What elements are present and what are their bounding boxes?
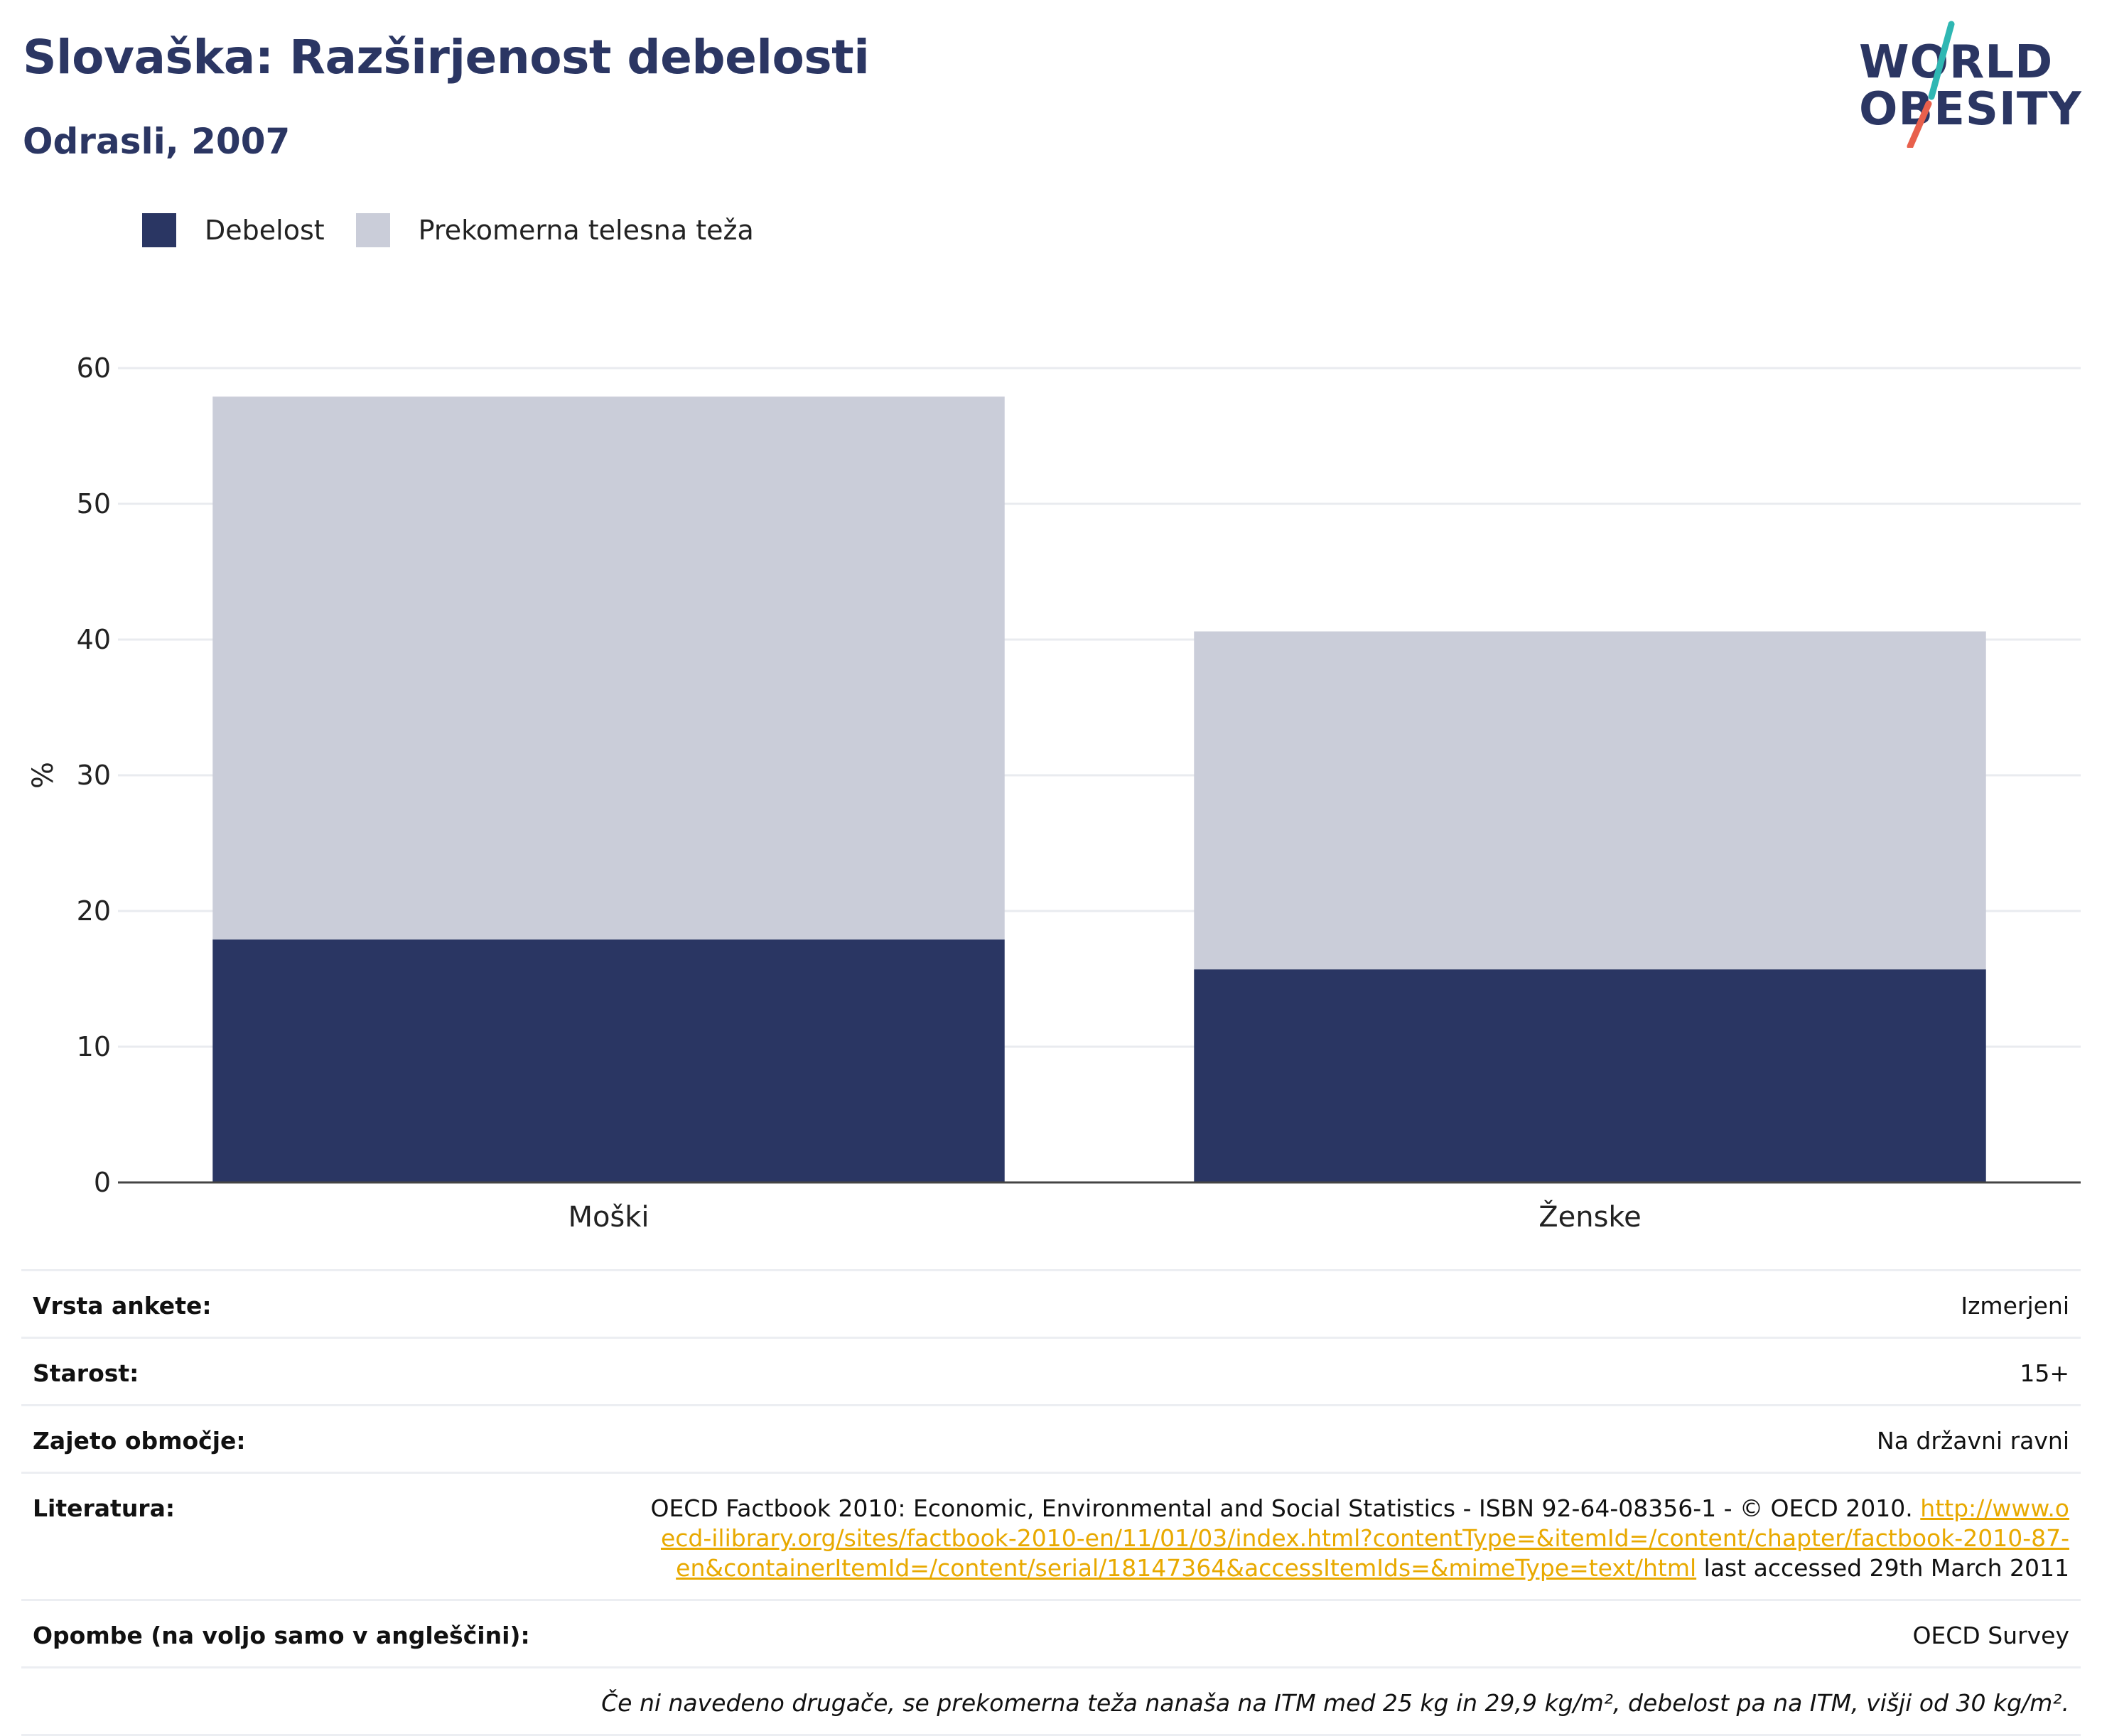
meta-row-notes: Opombe (na voljo samo v angleščini): OEC… [21, 1599, 2081, 1666]
bar-debelost-1 [1194, 969, 1986, 1182]
meta-row-survey-type: Vrsta ankete: Izmerjeni [21, 1269, 2081, 1337]
chart-legend: Debelost Prekomerna telesna teža [142, 212, 785, 249]
logo-line-1: WORLD [1859, 36, 2054, 89]
meta-row-age: Starost: 15+ [21, 1337, 2081, 1404]
metadata-table: Vrsta ankete: Izmerjeni Starost: 15+ Zaj… [21, 1269, 2081, 1736]
meta-value-notes: OECD Survey [1912, 1622, 2069, 1649]
y-tick-label: 0 [94, 1167, 111, 1198]
meta-value-age: 15+ [2020, 1359, 2069, 1387]
x-tick-label: Ženske [1538, 1199, 1642, 1234]
meta-value-references: OECD Factbook 2010: Economic, Environmen… [648, 1494, 2069, 1583]
logo-slash-icon [1907, 21, 1955, 148]
legend-swatch-debelost [142, 213, 176, 247]
y-tick-label: 60 [77, 352, 111, 384]
chart-subtitle: Odrasli, 2007 [23, 121, 291, 162]
legend-item-prekomerna: Prekomerna telesna teža [355, 213, 754, 247]
meta-row-footnote: Če ni navedeno drugače, se prekomerna te… [21, 1666, 2081, 1736]
world-obesity-logo: WORLD OBESITY [1848, 20, 2089, 148]
meta-value-coverage: Na državni ravni [1877, 1427, 2069, 1455]
meta-key-references: Literatura: [33, 1494, 176, 1522]
chart-title: Slovaška: Razširjenost debelosti [23, 30, 870, 85]
meta-key-age: Starost: [33, 1359, 139, 1387]
stacked-bar-chart: 0 10 20 30 40 50 60% Moški Ženske [27, 352, 2081, 1234]
bar-prekomerna-telesna-teža-1 [1194, 631, 1986, 970]
references-link[interactable]: http://www.oecd-ilibrary.org/sites/factb… [660, 1494, 2069, 1582]
references-suffix: last accessed 29th March 2011 [1696, 1554, 2069, 1582]
meta-key-notes: Opombe (na voljo samo v angleščini): [33, 1622, 530, 1649]
legend-swatch-prekomerna [355, 213, 390, 247]
legend-item-debelost: Debelost [142, 213, 325, 247]
legend-label-debelost: Debelost [205, 215, 325, 246]
x-tick-label: Moški [568, 1201, 649, 1234]
meta-footnote: Če ni navedeno drugače, se prekomerna te… [601, 1689, 2069, 1717]
y-tick-label: 10 [77, 1031, 111, 1062]
y-tick-label: 30 [77, 760, 111, 791]
meta-key-survey-type: Vrsta ankete: [33, 1292, 212, 1320]
meta-row-coverage: Zajeto območje: Na državni ravni [21, 1404, 2081, 1472]
y-tick-label: 50 [77, 488, 111, 519]
y-axis-label: % [27, 762, 60, 789]
meta-row-references: Literatura: OECD Factbook 2010: Economic… [21, 1472, 2081, 1599]
meta-value-survey-type: Izmerjeni [1961, 1292, 2069, 1320]
y-tick-label: 40 [77, 624, 111, 655]
y-tick-label: 20 [77, 895, 111, 927]
logo-line-2: OBESITY [1859, 83, 2082, 136]
bar-debelost-0 [212, 939, 1005, 1182]
references-text: OECD Factbook 2010: Economic, Environmen… [650, 1494, 1921, 1522]
meta-key-coverage: Zajeto območje: [33, 1427, 246, 1455]
legend-label-prekomerna: Prekomerna telesna teža [418, 215, 754, 246]
bar-prekomerna-telesna-teža-0 [212, 397, 1005, 940]
